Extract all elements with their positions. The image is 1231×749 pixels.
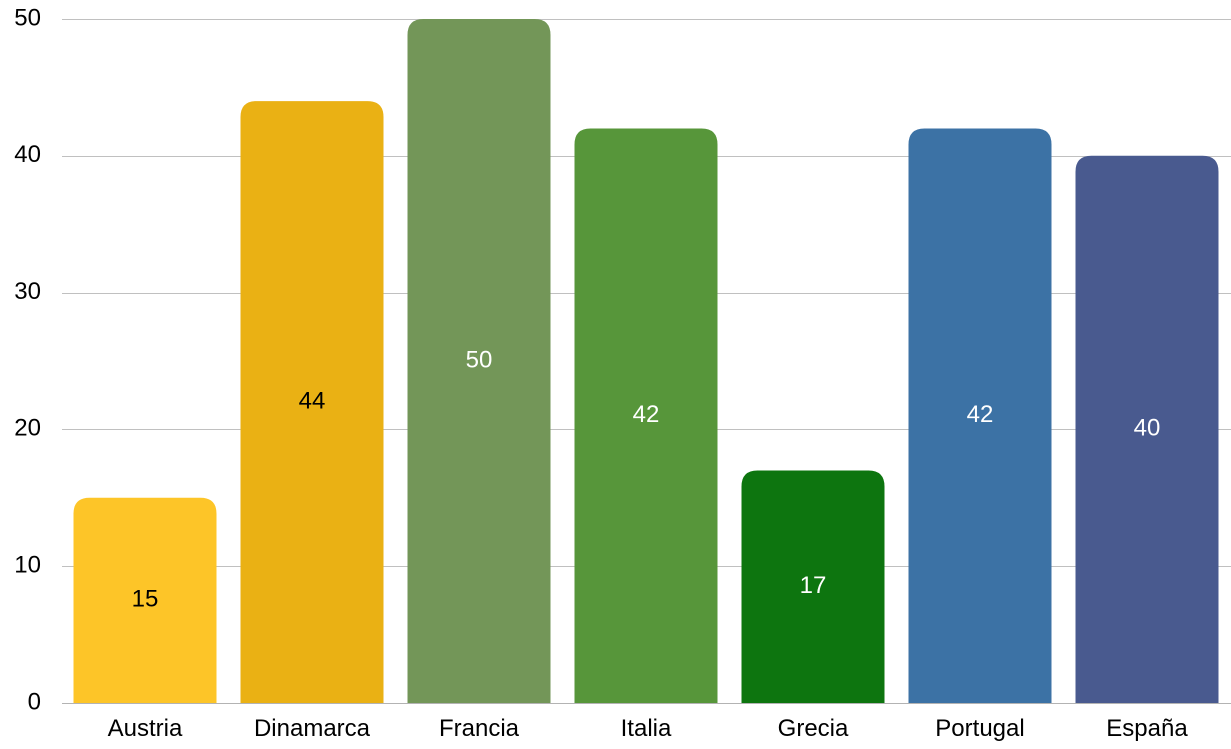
bar-dinamarca [240, 101, 384, 703]
y-tick-label: 0 [28, 688, 41, 715]
y-tick-label: 50 [14, 4, 41, 31]
data-label: 40 [1134, 415, 1161, 442]
bar-francia [407, 19, 551, 703]
data-label: 44 [299, 387, 326, 414]
x-tick-label: Grecia [778, 715, 849, 742]
x-tick-label: Portugal [935, 715, 1024, 742]
bar-portugal [908, 128, 1052, 703]
data-label: 42 [967, 401, 994, 428]
y-axis-tick-labels: 0 10 20 30 40 50 [14, 4, 41, 715]
y-tick-label: 10 [14, 552, 41, 579]
bar-austria [73, 497, 217, 703]
x-tick-label: Francia [439, 715, 520, 742]
bar-españa [1075, 155, 1219, 704]
bar-italia [574, 128, 718, 703]
x-tick-label: Italia [621, 715, 672, 742]
data-label: 15 [132, 586, 159, 613]
data-label: 50 [466, 346, 493, 373]
y-tick-label: 20 [14, 415, 41, 442]
x-tick-label: Dinamarca [254, 715, 371, 742]
bar-grecia [741, 470, 885, 703]
x-tick-label: Austria [108, 715, 183, 742]
data-label: 42 [633, 401, 660, 428]
bars [73, 19, 1219, 704]
x-tick-label: España [1106, 715, 1188, 742]
data-labels: 15 44 50 42 17 42 40 [132, 346, 1161, 612]
y-tick-label: 30 [14, 278, 41, 305]
data-label: 17 [800, 572, 827, 599]
y-tick-label: 40 [14, 141, 41, 168]
x-axis-category-labels: Austria Dinamarca Francia Italia Grecia Portu… [108, 715, 1189, 742]
